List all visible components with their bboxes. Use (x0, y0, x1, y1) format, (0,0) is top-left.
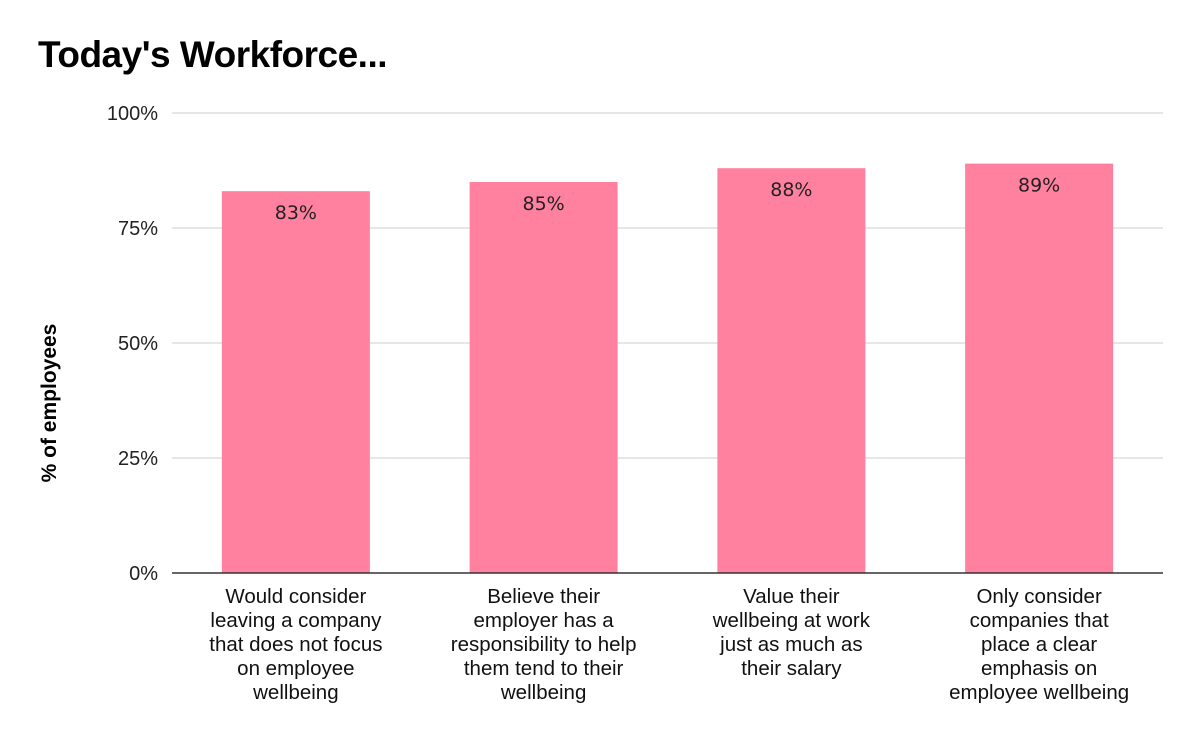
category-label: Value their wellbeing at work just as much… (712, 585, 871, 680)
data-label: 89% (1018, 175, 1060, 197)
y-tick-label: 50% (118, 333, 158, 355)
chart-title: Today's Workforce... (38, 34, 388, 75)
y-tick-label: 100% (107, 103, 158, 125)
category-labels: Would consider leaving a company that does… (209, 585, 1129, 704)
y-axis-label: % of employees (38, 324, 61, 483)
bar (221, 191, 370, 573)
data-label: 83% (275, 202, 317, 224)
data-label: 88% (770, 179, 812, 201)
category-label: Would consider leaving a company that does… (209, 585, 382, 704)
y-tick-label: 0% (129, 563, 158, 585)
category-label: Believe their employer has a responsibilit… (451, 585, 637, 704)
data-labels: 83% 85% 88% 89% (275, 175, 1060, 225)
category-label: Only consider companies that place a clear… (949, 585, 1129, 704)
bar (717, 168, 866, 573)
y-tick-label: 25% (118, 448, 158, 470)
y-tick-label: 75% (118, 218, 158, 240)
bars (221, 163, 1114, 573)
y-axis-ticks: 0% 25% 50% 75% 100% (107, 103, 158, 585)
bar (965, 163, 1114, 573)
data-label: 85% (523, 193, 565, 215)
bar (469, 182, 618, 573)
